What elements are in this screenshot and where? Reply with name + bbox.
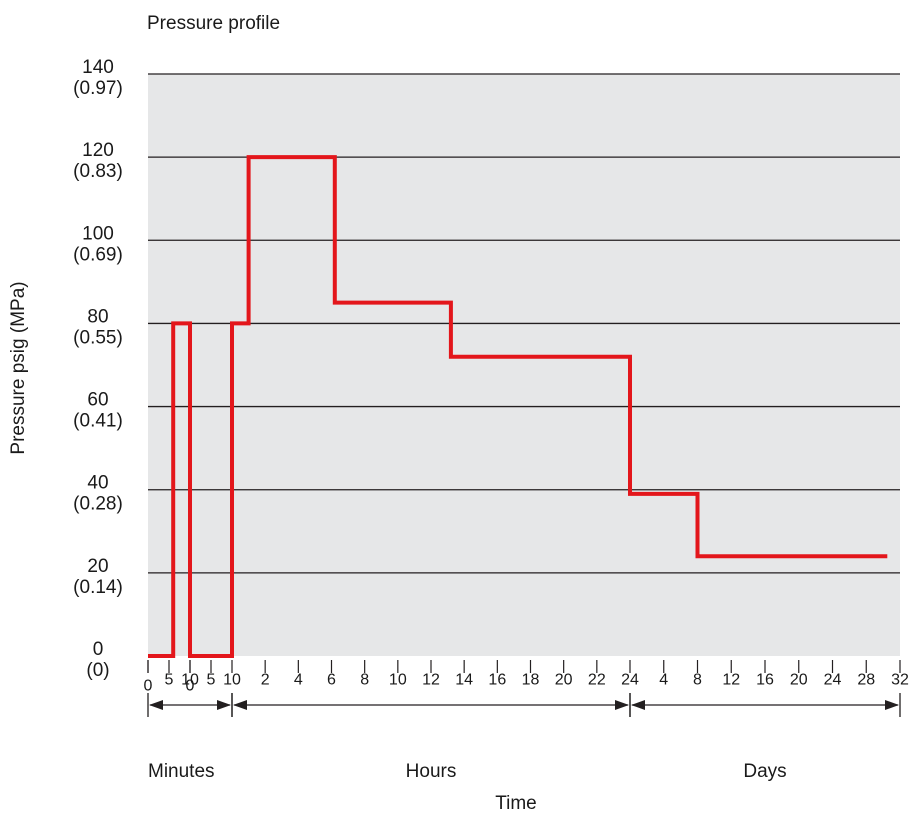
y-tick-sublabel: (0.14)	[73, 577, 123, 598]
x-axis-label: Time	[495, 793, 537, 814]
y-tick-sublabel: (0.83)	[73, 161, 123, 182]
chart-title: Pressure profile	[147, 13, 280, 34]
bracket-arrow-left	[233, 700, 247, 710]
x-tick-label: 0	[144, 677, 153, 694]
bracket-arrow-left	[149, 700, 163, 710]
x-tick-label: 6	[327, 671, 336, 688]
y-tick-label: 100	[82, 223, 114, 244]
y-tick-sublabel: (0.41)	[73, 411, 123, 432]
x-tick-label: 24	[621, 671, 639, 688]
bracket-arrow-right	[885, 700, 899, 710]
x-tick-label: 12	[422, 671, 440, 688]
y-tick-sublabel: (0.28)	[73, 494, 123, 515]
y-tick-sublabel: (0.97)	[73, 78, 123, 99]
x-tick-label: 4	[659, 671, 668, 688]
x-tick-label: 14	[455, 671, 473, 688]
x-tick-label: 24	[824, 671, 842, 688]
time-period-label: Hours	[406, 761, 457, 782]
x-tick-label: 32	[891, 671, 909, 688]
x-tick-label: 16	[756, 671, 774, 688]
y-tick-label: 20	[87, 556, 108, 577]
x-tick-label: 20	[790, 671, 808, 688]
series-layer	[148, 155, 888, 658]
x-tick-label: 22	[588, 671, 606, 688]
x-tick-label: 8	[360, 671, 369, 688]
x-tick-label: 5	[207, 671, 216, 688]
y-tick-label: 120	[82, 140, 114, 161]
bracket-arrow-right	[615, 700, 629, 710]
x-axis: 0 5 100 5 10 2 4 6 8 10 12 14 16 18 20 22 24 4 8 12 16 20 24 28…	[144, 660, 909, 694]
bracket-arrow-right	[217, 700, 231, 710]
plot-background	[148, 74, 900, 656]
x-tick-label: 0	[186, 677, 195, 694]
y-tick-sublabel: (0.55)	[73, 327, 123, 348]
x-tick-label: 10	[181, 671, 199, 688]
y-tick-label: 140	[82, 57, 114, 78]
pressure-series-line	[148, 155, 888, 658]
x-tick-label: 10	[389, 671, 407, 688]
y-tick-sublabel: (0.69)	[73, 244, 123, 265]
x-tick-label: 2	[261, 671, 270, 688]
bracket-arrow-left	[631, 700, 645, 710]
x-tick-label: 20	[555, 671, 573, 688]
x-tick-label: 28	[857, 671, 875, 688]
time-period-brackets: Minutes Hours Days	[147, 693, 901, 782]
x-tick-label: 16	[488, 671, 506, 688]
y-tick-sublabel: (0)	[86, 660, 109, 681]
y-tick-label: 80	[87, 306, 108, 327]
time-period-label: Minutes	[148, 761, 215, 782]
x-tick-label: 4	[294, 671, 303, 688]
x-tick-label: 5	[165, 671, 174, 688]
x-tick-label: 8	[693, 671, 702, 688]
y-tick-label: 0	[93, 639, 104, 660]
y-axis-ticks: 0(0)20(0.14)40(0.28)60(0.41)80(0.55)100(…	[73, 57, 123, 681]
time-period-label: Days	[743, 761, 786, 782]
y-tick-label: 40	[87, 473, 108, 494]
x-tick-label: 10	[223, 671, 241, 688]
x-tick-label: 12	[722, 671, 740, 688]
y-axis-label: Pressure psig (MPa)	[8, 281, 29, 454]
x-tick-label: 18	[522, 671, 540, 688]
y-tick-label: 60	[87, 390, 108, 411]
